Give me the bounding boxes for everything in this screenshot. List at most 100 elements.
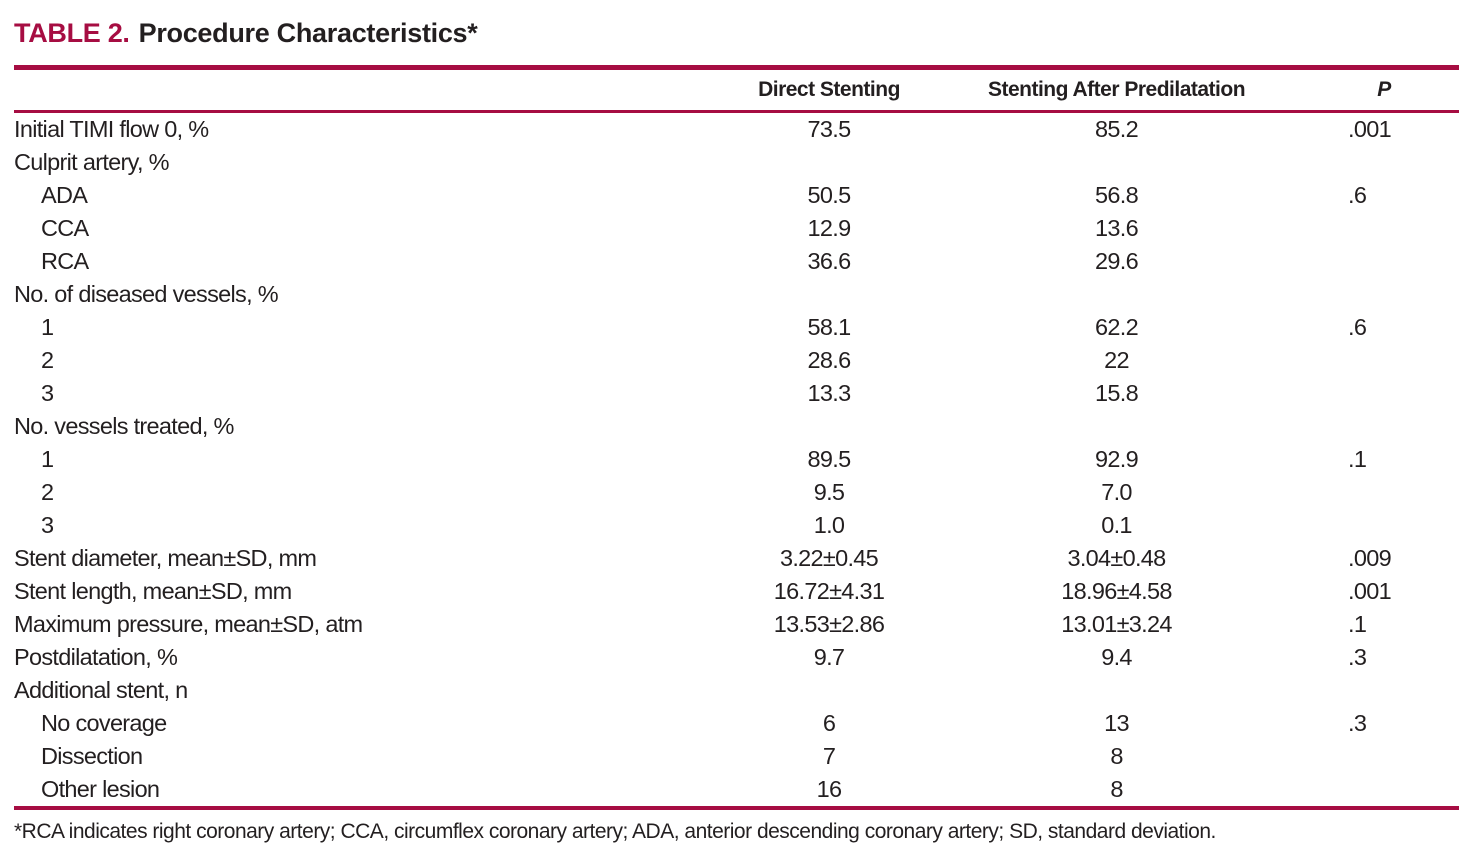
table-title: TABLE 2. Procedure Characteristics* [14, 16, 1459, 50]
value-cell-direct-stenting: 58.1 [807, 314, 852, 340]
value-cell-stenting-after-predilatation: 13.01±3.24 [1061, 611, 1172, 637]
value-cell-stenting-after-predilatation: 7.0 [1101, 479, 1132, 505]
value-cell-p: .6 [1348, 314, 1367, 340]
value-cell-p [1309, 773, 1459, 808]
column-header-rowlabels [14, 67, 734, 113]
value-cell-p [1309, 245, 1459, 278]
value-cell-p [1309, 740, 1459, 773]
table-row: 1 58.1 62.2 .6 [14, 311, 1459, 344]
value-cell-direct-stenting: 13.53±2.86 [773, 611, 885, 637]
procedure-characteristics-table: Direct Stenting Stenting After Predilata… [14, 65, 1459, 810]
row-label-cell: Culprit artery, % [14, 149, 170, 175]
value-cell-direct-stenting: 12.9 [807, 215, 852, 241]
row-label-cell: Other lesion [41, 776, 160, 802]
value-cell-stenting-after-predilatation: 3.04±0.48 [1067, 545, 1166, 571]
value-cell-stenting-after-predilatation: 13.6 [1095, 215, 1139, 241]
row-label-cell: Additional stent, n [14, 677, 188, 703]
value-cell-direct-stenting: 36.6 [807, 248, 852, 274]
value-cell-stenting-after-predilatation [924, 278, 1309, 311]
value-cell-stenting-after-predilatation: 8 [1110, 743, 1123, 769]
value-cell-stenting-after-predilatation: 92.9 [1095, 446, 1139, 472]
value-cell-stenting-after-predilatation [924, 674, 1309, 707]
value-cell-direct-stenting [734, 278, 924, 311]
column-header-p-value: P [1309, 67, 1459, 113]
value-cell-p: .6 [1348, 182, 1367, 208]
table-row: 3 1.0 0.1 [14, 509, 1459, 542]
row-label-cell: Dissection [41, 743, 143, 769]
table-row: 3 13.3 15.8 [14, 377, 1459, 410]
value-cell-p [1309, 476, 1459, 509]
value-cell-direct-stenting: 16 [816, 776, 842, 802]
value-cell-direct-stenting: 3.22±0.45 [779, 545, 879, 571]
value-cell-p [1309, 509, 1459, 542]
value-cell-p: .001 [1348, 578, 1392, 604]
value-cell-stenting-after-predilatation [924, 410, 1309, 443]
value-cell-p: .3 [1348, 644, 1367, 670]
value-cell-stenting-after-predilatation: 13 [1104, 710, 1129, 736]
row-label-cell: Initial TIMI flow 0, % [14, 116, 209, 142]
value-cell-direct-stenting [734, 674, 924, 707]
value-cell-p [1309, 410, 1459, 443]
value-cell-direct-stenting: 16.72±4.31 [773, 578, 885, 604]
value-cell-stenting-after-predilatation: 85.2 [1095, 116, 1139, 142]
row-label-cell: 3 [41, 512, 54, 538]
row-label-cell: CCA [41, 215, 89, 241]
value-cell-direct-stenting: 9.7 [813, 644, 845, 670]
row-label-cell: 2 [41, 347, 54, 373]
column-header-direct-stenting: Direct Stenting [734, 67, 924, 113]
table-row: RCA 36.6 29.6 [14, 245, 1459, 278]
row-label-cell: No coverage [41, 710, 167, 736]
value-cell-p [1309, 146, 1459, 179]
value-cell-direct-stenting [734, 410, 924, 443]
table-row: No. vessels treated, % [14, 410, 1459, 443]
value-cell-direct-stenting: 28.6 [807, 347, 852, 373]
value-cell-stenting-after-predilatation: 8 [1110, 776, 1123, 802]
row-label-cell: 2 [41, 479, 54, 505]
value-cell-stenting-after-predilatation: 22 [1104, 347, 1129, 373]
row-label-cell: No. of diseased vessels, % [14, 281, 279, 307]
row-label-cell: 3 [41, 380, 54, 406]
row-label-cell: RCA [41, 248, 89, 274]
table-row: Postdilatation, % 9.7 9.4 .3 [14, 641, 1459, 674]
row-label-cell: 1 [41, 314, 54, 340]
value-cell-p [1309, 212, 1459, 245]
table-footnote: *RCA indicates right coronary artery; CC… [14, 820, 1216, 843]
table-row: 1 89.5 92.9 .1 [14, 443, 1459, 476]
value-cell-direct-stenting [734, 146, 924, 179]
value-cell-stenting-after-predilatation: 15.8 [1095, 380, 1139, 406]
row-label-cell: Postdilatation, % [14, 644, 178, 670]
row-label-cell: 1 [41, 446, 54, 472]
table-row: CCA 12.9 13.6 [14, 212, 1459, 245]
row-label-cell: Stent length, mean±SD, mm [14, 578, 292, 604]
table-row: Initial TIMI flow 0, % 73.5 85.2 .001 [14, 112, 1459, 147]
table-row: No. of diseased vessels, % [14, 278, 1459, 311]
table-body: Initial TIMI flow 0, % 73.5 85.2 .001 Culpri… [14, 112, 1459, 809]
value-cell-direct-stenting: 50.5 [807, 182, 852, 208]
value-cell-stenting-after-predilatation: 0.1 [1101, 512, 1132, 538]
value-cell-stenting-after-predilatation: 9.4 [1101, 644, 1132, 670]
value-cell-p: .001 [1348, 116, 1392, 142]
value-cell-direct-stenting: 73.5 [807, 116, 852, 142]
table-row: Culprit artery, % [14, 146, 1459, 179]
value-cell-stenting-after-predilatation: 62.2 [1095, 314, 1139, 340]
value-cell-direct-stenting: 9.5 [813, 479, 845, 505]
table-caption: Procedure Characteristics* [138, 18, 478, 48]
table-row: 2 28.6 22 [14, 344, 1459, 377]
value-cell-p: .1 [1348, 611, 1367, 637]
row-label-cell: Maximum pressure, mean±SD, atm [14, 611, 363, 637]
value-cell-p [1309, 344, 1459, 377]
value-cell-p [1309, 377, 1459, 410]
table-row: Other lesion 16 8 [14, 773, 1459, 808]
value-cell-direct-stenting: 13.3 [807, 380, 852, 406]
table-number: TABLE 2. [14, 18, 130, 48]
value-cell-p: .3 [1348, 710, 1367, 736]
value-cell-direct-stenting: 6 [822, 710, 836, 736]
value-cell-stenting-after-predilatation: 18.96±4.58 [1061, 578, 1172, 604]
table-row: 2 9.5 7.0 [14, 476, 1459, 509]
value-cell-direct-stenting: 89.5 [807, 446, 852, 472]
table-row: Stent diameter, mean±SD, mm 3.22±0.45 3.04… [14, 542, 1459, 575]
value-cell-direct-stenting: 7 [822, 743, 836, 769]
table-row: ADA 50.5 56.8 .6 [14, 179, 1459, 212]
column-header-stenting-after-predilatation: Stenting After Predilatation [924, 67, 1309, 113]
